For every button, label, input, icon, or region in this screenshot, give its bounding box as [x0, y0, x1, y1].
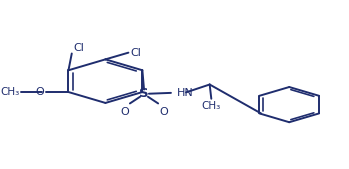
Text: HN: HN [177, 88, 194, 98]
Text: S: S [139, 87, 149, 100]
Text: CH₃: CH₃ [202, 101, 221, 111]
Text: O: O [120, 107, 129, 117]
Text: Cl: Cl [73, 43, 84, 53]
Text: Cl: Cl [130, 48, 141, 58]
Text: O: O [36, 87, 44, 97]
Text: O: O [159, 107, 168, 117]
Text: CH₃: CH₃ [1, 87, 20, 97]
